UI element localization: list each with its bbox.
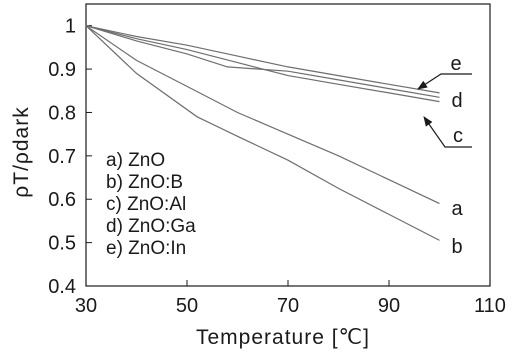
annotation-arrows — [417, 73, 472, 148]
series-line-b — [85, 25, 440, 241]
legend-entry: c) ZnO:Al — [106, 194, 186, 215]
x-tick-labels: 30 50 70 90 110 — [75, 295, 506, 317]
y-axis-title: ρT/ρdark — [10, 106, 33, 197]
legend-entry: a) ZnO — [106, 150, 165, 171]
curve-label-c: c — [453, 125, 463, 147]
x-tick-label: 50 — [176, 295, 198, 317]
legend-entry: b) ZnO:B — [106, 172, 183, 193]
legend-entry: d) ZnO:Ga — [106, 216, 196, 237]
y-tick-label: 0.6 — [48, 189, 76, 211]
arrow-e — [417, 73, 472, 90]
series-lines — [85, 25, 440, 241]
curve-label-d: d — [451, 90, 462, 112]
arrow-c — [423, 116, 472, 148]
curve-labels: ab cde — [450, 53, 463, 258]
x-tick-label: 90 — [378, 295, 400, 317]
legend-entry: e) ZnO:In — [106, 238, 186, 259]
y-tick-label: 0.4 — [48, 276, 76, 298]
x-tick-label: 30 — [75, 295, 97, 317]
y-tick-label: 1 — [65, 16, 76, 38]
y-tick-label: 0.7 — [48, 146, 76, 168]
y-tick-label: 0.9 — [48, 59, 76, 81]
y-tick-label: 0.5 — [48, 233, 76, 255]
series-line-a — [85, 25, 440, 205]
curve-label-e: e — [450, 53, 461, 75]
x-tick-label: 110 — [474, 295, 506, 317]
y-tick-labels: 0.4 0.5 0.6 0.7 0.8 0.9 1 — [48, 16, 76, 298]
x-tick-label: 70 — [277, 295, 299, 317]
y-tick-label: 0.8 — [48, 102, 76, 124]
x-axis-title: Temperature [℃] — [196, 326, 370, 349]
curve-label-b: b — [451, 236, 462, 258]
series-line-e — [85, 25, 440, 94]
series-line-d — [85, 25, 440, 98]
curve-label-a: a — [451, 198, 463, 220]
